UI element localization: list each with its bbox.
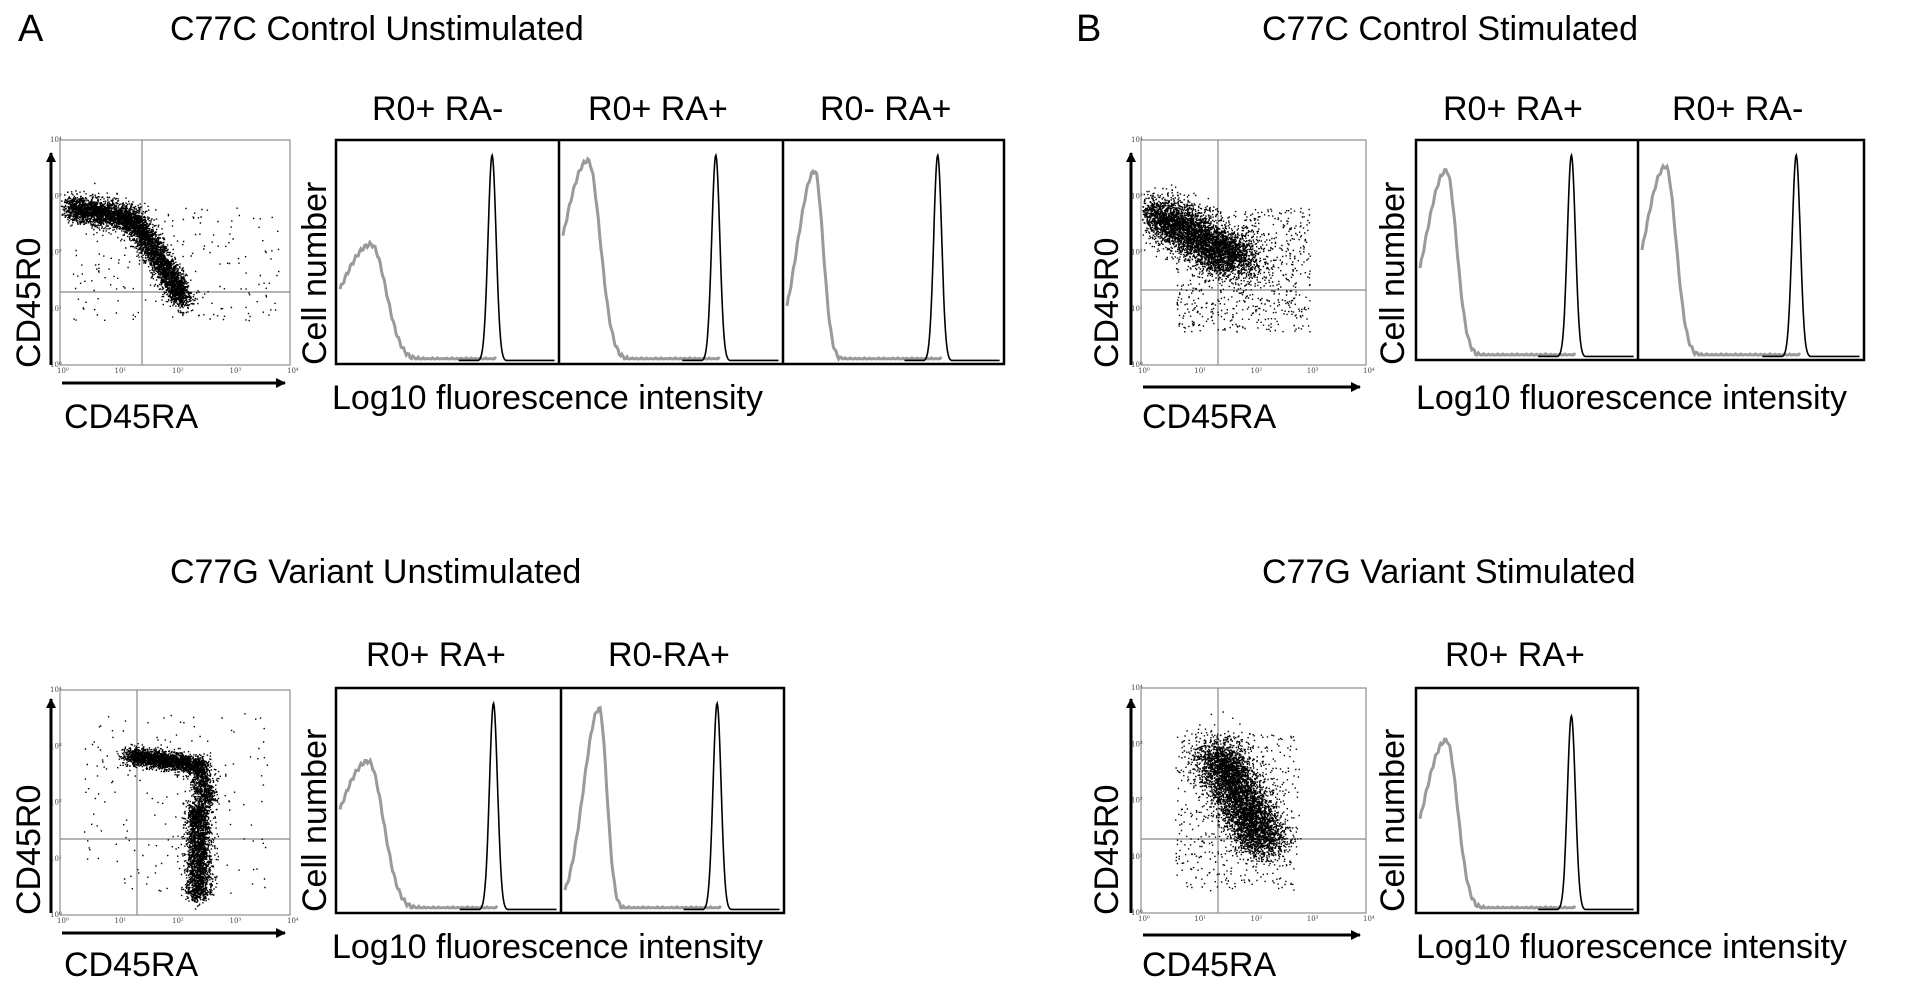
- x-tick-label: 10¹: [1194, 915, 1206, 923]
- x-tick-label: 10³: [230, 367, 242, 375]
- scatter-points: [1175, 711, 1302, 892]
- stained-histogram-curve: [1538, 713, 1634, 911]
- y-tick-label: 10⁰: [50, 361, 62, 369]
- hist-label: R0+ RA-: [372, 90, 504, 128]
- x-tick-label: 10⁴: [1363, 367, 1375, 375]
- isotype-histogram-curve: [563, 705, 722, 910]
- panel-letter-b: B: [1076, 8, 1102, 50]
- y-tick-label: 10³: [1131, 740, 1143, 748]
- histogram-group: [1414, 686, 1640, 915]
- isotype-histogram-curve: [1640, 162, 1802, 358]
- title-c77g-stim: C77G Variant Stimulated: [1262, 553, 1636, 591]
- hist-x-label: Log10 fluorescence intensity: [332, 928, 763, 966]
- x-tick-label: 10¹: [1194, 367, 1206, 375]
- title-c77c-stim: C77C Control Stimulated: [1262, 10, 1639, 48]
- y-tick-label: 10⁴: [50, 136, 62, 144]
- y-tick-label: 10⁰: [1131, 909, 1143, 917]
- x-tick-label: 10⁰: [57, 917, 69, 925]
- x-tick-label: 10³: [1307, 367, 1319, 375]
- stained-histogram-curve: [1538, 152, 1634, 358]
- x-tick-label: 10³: [230, 917, 242, 925]
- stained-histogram-curve: [682, 152, 779, 362]
- isotype-histogram-curve: [1418, 168, 1577, 357]
- histogram-group: [1414, 138, 1866, 362]
- y-tick-label: 10¹: [50, 855, 62, 863]
- isotype-histogram-curve: [561, 156, 721, 361]
- stained-histogram-curve: [458, 152, 555, 362]
- y-tick-label: 10²: [50, 799, 62, 807]
- y-tick-label: 10²: [1131, 249, 1143, 257]
- y-tick-label: 10²: [50, 249, 62, 257]
- y-tick-label: 10³: [1131, 192, 1143, 200]
- stained-histogram-curve: [683, 700, 780, 911]
- y-tick-label: 10⁴: [50, 686, 62, 694]
- hist-label: R0-RA+: [608, 636, 730, 674]
- x-tick-label: 10³: [1307, 915, 1319, 923]
- x-tick-label: 10²: [1251, 367, 1263, 375]
- y-tick-label: 10¹: [1131, 305, 1143, 313]
- title-c77c-unstim: C77C Control Unstimulated: [170, 10, 584, 48]
- scatter-dots: [61, 182, 280, 322]
- hist-label: R0+ RA+: [588, 90, 728, 128]
- x-tick-label: 10⁴: [1363, 915, 1375, 923]
- y-tick-label: 10⁰: [1131, 361, 1143, 369]
- scatter-points: [61, 182, 280, 322]
- y-tick-label: 10³: [50, 192, 62, 200]
- y-tick-label: 10⁰: [50, 911, 62, 919]
- histogram-group: [334, 138, 1006, 366]
- x-tick-label: 10⁰: [57, 367, 69, 375]
- hist-x-label: Log10 fluorescence intensity: [332, 379, 763, 417]
- isotype-histogram-curve: [338, 239, 497, 361]
- y-tick-label: 10³: [50, 742, 62, 750]
- histogram-group: [334, 686, 786, 915]
- panel-letter-a: A: [18, 8, 44, 50]
- hist-x-label: Log10 fluorescence intensity: [1416, 928, 1847, 966]
- isotype-histogram-curve: [1418, 737, 1577, 910]
- y-tick-label: 10⁴: [1131, 684, 1143, 692]
- x-tick-label: 10¹: [115, 367, 127, 375]
- scatter-dots: [83, 713, 269, 910]
- dot-x-label: CD45RA: [64, 398, 199, 436]
- stained-histogram-curve: [904, 152, 1000, 362]
- y-tick-label: 10¹: [1131, 853, 1143, 861]
- x-tick-label: 10⁴: [287, 367, 299, 375]
- isotype-histogram-curve: [785, 168, 943, 362]
- hist-label: R0+ RA+: [366, 636, 506, 674]
- x-tick-label: 10²: [172, 917, 184, 925]
- x-tick-label: 10⁴: [287, 917, 299, 925]
- stained-histogram-curve: [459, 700, 557, 911]
- hist-label: R0+ RA-: [1672, 90, 1804, 128]
- dot-x-label: CD45RA: [1142, 398, 1277, 436]
- y-tick-label: 10²: [1131, 797, 1143, 805]
- scatter-points: [83, 713, 269, 910]
- hist-x-label: Log10 fluorescence intensity: [1416, 379, 1847, 417]
- hist-label: R0+ RA+: [1443, 90, 1583, 128]
- x-tick-label: 10¹: [115, 917, 127, 925]
- stained-histogram-curve: [1762, 152, 1860, 358]
- y-tick-label: 10⁴: [1131, 136, 1143, 144]
- hist-label: R0- RA+: [820, 90, 952, 128]
- x-tick-label: 10²: [172, 367, 184, 375]
- scatter-dots: [1142, 184, 1311, 333]
- x-tick-label: 10⁰: [1138, 367, 1150, 375]
- isotype-histogram-curve: [338, 757, 499, 910]
- dot-x-label: CD45RA: [64, 946, 199, 984]
- scatter-dots: [1175, 711, 1302, 892]
- dot-x-label: CD45RA: [1142, 946, 1277, 984]
- y-tick-label: 10¹: [50, 305, 62, 313]
- hist-label: R0+ RA+: [1445, 636, 1585, 674]
- scatter-points: [1142, 184, 1311, 333]
- title-c77g-unstim: C77G Variant Unstimulated: [170, 553, 582, 591]
- x-tick-label: 10⁰: [1138, 915, 1150, 923]
- x-tick-label: 10²: [1251, 915, 1263, 923]
